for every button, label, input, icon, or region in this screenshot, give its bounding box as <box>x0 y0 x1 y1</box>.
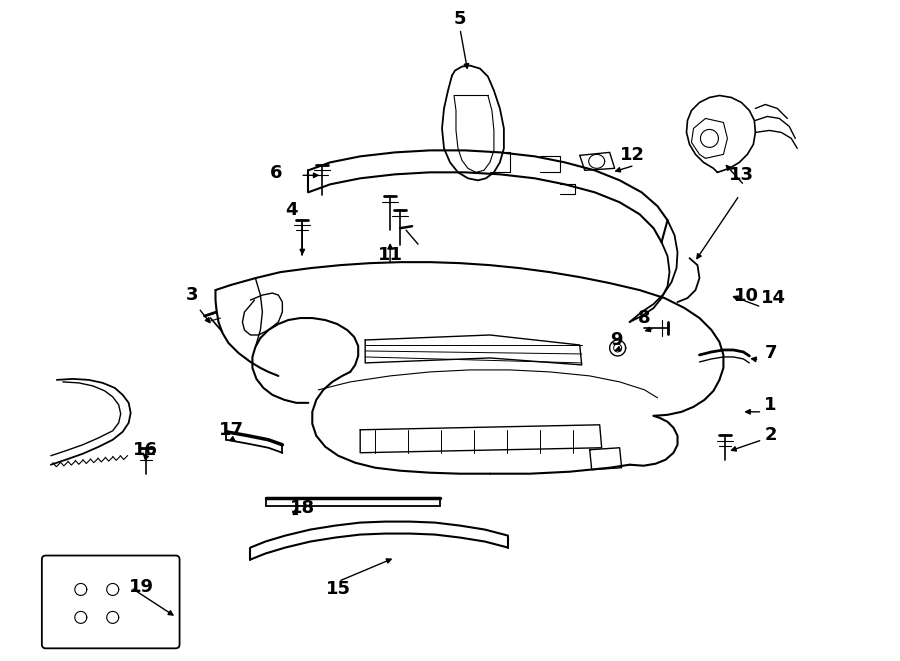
Text: 13: 13 <box>729 167 754 184</box>
Text: 7: 7 <box>764 344 777 362</box>
Text: 11: 11 <box>378 246 402 264</box>
Text: 6: 6 <box>270 165 283 182</box>
Text: 2: 2 <box>764 426 777 444</box>
Text: 9: 9 <box>609 331 622 349</box>
Text: 1: 1 <box>764 396 777 414</box>
Text: 19: 19 <box>129 578 154 596</box>
Text: 15: 15 <box>326 580 351 598</box>
Text: 16: 16 <box>132 441 157 459</box>
Text: 8: 8 <box>637 309 650 327</box>
Text: 4: 4 <box>285 201 298 219</box>
Text: 3: 3 <box>185 286 198 304</box>
Text: 17: 17 <box>219 421 244 439</box>
Text: 10: 10 <box>734 287 760 305</box>
Text: 5: 5 <box>454 10 466 28</box>
Text: 18: 18 <box>291 498 316 517</box>
Text: 14: 14 <box>761 289 787 307</box>
Text: 12: 12 <box>619 146 644 165</box>
